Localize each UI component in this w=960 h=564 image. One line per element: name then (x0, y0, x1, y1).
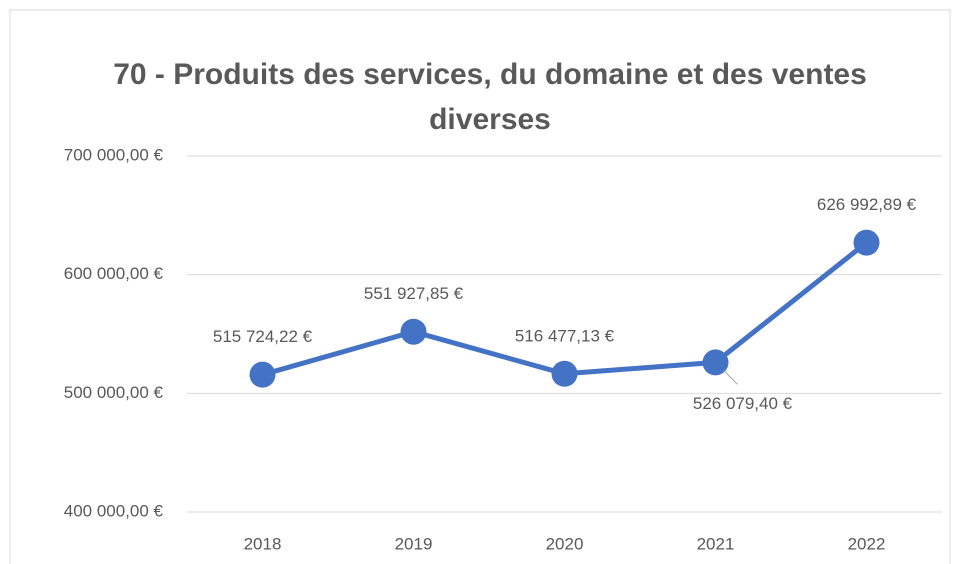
y-tick-label: 400 000,00 € (64, 501, 164, 520)
chart-title: 70 - Produits des services, du domaine e… (113, 58, 867, 136)
data-label: 526 079,40 € (693, 394, 793, 413)
data-label: 516 477,13 € (515, 326, 615, 345)
x-tick-label: 2019 (395, 534, 433, 553)
x-tick-label: 2021 (697, 534, 735, 553)
x-tick-label: 2020 (546, 534, 584, 553)
line (261, 240, 869, 378)
chart-border (9, 9, 951, 564)
marker (249, 361, 276, 388)
y-tick-label: 700 000,00 € (64, 145, 164, 164)
marker (853, 229, 880, 256)
leader-line (723, 370, 738, 385)
x-tick-label: 2022 (848, 534, 886, 553)
marker (551, 360, 578, 387)
marker (702, 349, 729, 376)
marker (400, 318, 427, 345)
y-tick-label: 600 000,00 € (64, 264, 164, 283)
y-tick-label: 500 000,00 € (64, 383, 164, 402)
data-label: 551 927,85 € (364, 284, 464, 303)
x-tick-label: 2018 (244, 534, 282, 553)
data-label: 515 724,22 € (213, 327, 313, 346)
data-label: 626 992,89 € (817, 195, 917, 214)
